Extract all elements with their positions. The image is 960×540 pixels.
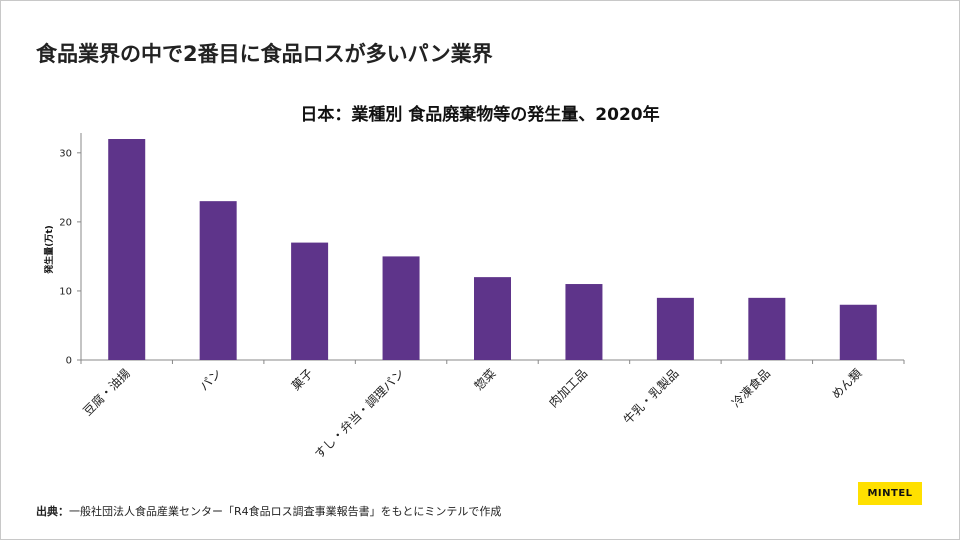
mintel-logo: MINTEL [858, 482, 922, 505]
bar [656, 297, 694, 360]
bar [474, 277, 511, 360]
y-axis-label: 発生量(万t) [43, 225, 55, 275]
bar [748, 297, 786, 360]
x-category-label: 牛乳・乳製品 [620, 366, 682, 428]
y-tick-label: 30 [59, 148, 72, 159]
x-category-label: 菓子 [289, 366, 316, 393]
bar [199, 201, 237, 360]
x-category-label: パン [197, 366, 224, 393]
source-label: 出典： [36, 505, 69, 518]
y-tick-label: 0 [66, 356, 72, 367]
x-category-label: 豆腐・油揚 [80, 366, 133, 419]
y-tick-label: 20 [59, 217, 72, 228]
x-category-label: 冷凍食品 [728, 366, 773, 411]
bar [565, 284, 603, 360]
bar [108, 139, 146, 360]
y-tick-label: 10 [59, 286, 72, 297]
slide-title: 食品業界の中で2番目に食品ロスが多いパン業界 [36, 42, 493, 66]
source-text: 一般社団法人食品産業センター「R4食品ロス調査事業報告書」をもとにミンテルで作成 [69, 505, 502, 518]
x-category-label: 肉加工品 [546, 366, 590, 410]
source-note: 出典：一般社団法人食品産業センター「R4食品ロス調査事業報告書」をもとにミンテル… [36, 503, 501, 519]
bar [291, 242, 329, 360]
chart-title: 日本：業種別 食品廃棄物等の発生量、2020年 [300, 105, 660, 125]
bar [382, 256, 420, 360]
x-category-label: すし・弁当・調理パン [311, 366, 407, 462]
x-category-label: 惣菜 [471, 366, 499, 394]
bar [839, 304, 877, 360]
bar-chart: 0 10 20 30 発生量(万t) 豆腐・油揚 パン 菓子すし・弁当・調理パン 惣菜 肉加工品牛… [43, 133, 905, 462]
x-category-label: めん類 [829, 366, 864, 401]
